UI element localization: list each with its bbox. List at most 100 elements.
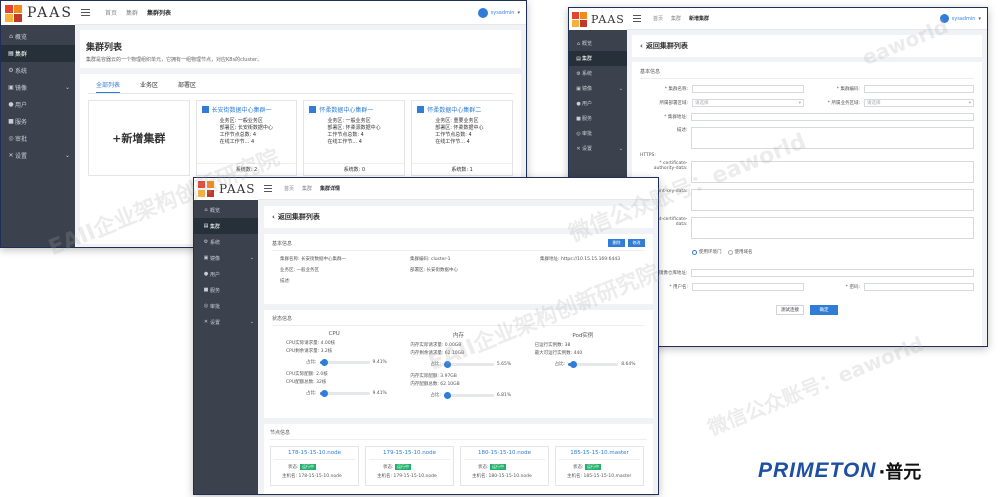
breadcrumb: 首页 集群 集群列表 (105, 8, 171, 17)
nav-item-approval[interactable]: ◎ 审批 (576, 130, 593, 138)
nav-item-cluster[interactable]: ▤ 集群 (194, 218, 258, 234)
nav-item-approval[interactable]: ◎ 审批 (203, 303, 221, 310)
back-link[interactable]: 返回集群列表 (277, 213, 320, 221)
breadcrumb-home[interactable]: 首页 (653, 16, 664, 22)
menu-toggle-icon[interactable] (633, 13, 641, 24)
node-card[interactable]: 180-15-15-10.node 状态: 运行中 主机名: 180-15-15… (460, 446, 549, 486)
radio-unchecked-icon (727, 249, 733, 255)
nav-item-image[interactable]: ▣ 镜像 ⌄ (8, 84, 70, 92)
node-name[interactable]: 179-15-15-10.node (369, 450, 450, 460)
test-connection-button[interactable]: 测试连接 (776, 305, 804, 315)
deploy-zone-select[interactable]: 请选择 ▾ (692, 99, 804, 107)
registry-address-input[interactable] (691, 269, 974, 277)
node-card[interactable]: 178-15-15-10.node 状态: 运行中 主机名: 178-15-15… (270, 446, 359, 486)
node-name[interactable]: 185-15-15-10.master (559, 450, 640, 460)
cluster-card[interactable]: 怀柔数据中心集群二 业务区: 重要业务区 部署区: 怀柔数据中心 工作节点总数:… (411, 100, 514, 176)
node-card[interactable]: 179-15-15-10.node 状态: 运行中 主机名: 179-15-15… (365, 446, 454, 486)
business-zone-select[interactable]: 请选择 ▾ (864, 99, 974, 107)
sidebar: PAAS ⌂ 概览 ▤ 集群 ⚙ 系统 ▣ 镜像 ⌄ ● 用户 ■ 服务 ◎ 审批 ✕ 设置 ⌄ (1, 1, 75, 247)
nav-item-system[interactable]: ⚙ 系统 (576, 70, 593, 78)
nav-item-user[interactable]: ● 用户 (576, 100, 593, 108)
breadcrumb-cluster[interactable]: 集群 (671, 16, 682, 22)
nav-item-user[interactable]: ● 用户 (8, 101, 28, 109)
nav-item-system[interactable]: ⚙ 系统 (203, 239, 221, 246)
new-cluster-card[interactable]: +新增集群 (88, 100, 190, 176)
confirm-button[interactable]: 确定 (810, 305, 838, 315)
system-icon: ⚙ (8, 67, 14, 74)
menu-toggle-icon[interactable] (264, 183, 272, 194)
breadcrumb-home[interactable]: 首页 (284, 186, 295, 192)
nav-item-image[interactable]: ▣ 镜像 ⌄ (576, 85, 623, 93)
nav-item-approval[interactable]: ◎ 审批 (8, 135, 28, 143)
radio-env-port[interactable]: 使用环境门 (692, 249, 722, 255)
breadcrumb-cluster[interactable]: 集群 (126, 10, 139, 17)
password-input[interactable] (864, 283, 974, 291)
cluster-icon (309, 106, 317, 113)
tab-deploy-zone[interactable]: 部署区 (178, 82, 197, 89)
node-name[interactable]: 178-15-15-10.node (274, 450, 355, 460)
memory-quota-progress (443, 391, 494, 399)
cluster-name[interactable]: 长安街数据中心集群一 (211, 107, 272, 114)
nav-item-service[interactable]: ■ 服务 (203, 287, 221, 294)
section-title: 基本信息 (640, 68, 974, 79)
approval-icon: ◎ (8, 135, 14, 142)
chevron-down-icon: ⌄ (249, 255, 254, 261)
chevron-down-icon: ▾ (798, 100, 801, 106)
tab-all[interactable]: 全部列表 (96, 80, 121, 93)
cpu-quota-progress (319, 389, 370, 397)
user-menu[interactable]: sysadmin ▾ (477, 7, 520, 18)
cluster-card[interactable]: 长安街数据中心集群一 业务区: 一般业务区 部署区: 长安街数据中心 工作节点总… (195, 100, 298, 176)
breadcrumb-home[interactable]: 首页 (105, 10, 118, 17)
cluster-code-input[interactable] (864, 85, 974, 93)
cluster-card[interactable]: 怀柔数据中心集群一 业务区: 一般业务区 部署区: 怀柔源数据中心 工作节点总数… (303, 100, 406, 176)
nav-item-service[interactable]: ■ 服务 (576, 115, 593, 123)
node-card[interactable]: 185-15-15-10.master 状态: 运行中 主机名: 185-15-… (555, 446, 644, 486)
username-input[interactable] (692, 283, 804, 291)
tab-business-zone[interactable]: 业务区 (140, 82, 159, 89)
system-icon: ⚙ (203, 239, 209, 245)
nav-item-image[interactable]: ▣ 镜像 ⌄ (203, 255, 254, 262)
radio-domain[interactable]: 使用域名 (727, 249, 753, 255)
new-cluster-button[interactable]: +新增集群 (112, 132, 166, 145)
chevron-down-icon: ⌄ (618, 85, 623, 92)
nav-item-user[interactable]: ● 用户 (203, 271, 221, 278)
description-textarea[interactable] (691, 127, 974, 149)
menu-toggle-icon[interactable] (81, 7, 90, 18)
nav-list: ⌂ 概览 ▤ 集群 ⚙ 系统 ▣ 镜像 ⌄ ● 用户 ■ 服务 ◎ 审批 ✕ 设置 ⌄ (1, 25, 75, 164)
user-icon: ● (576, 100, 581, 107)
edit-button[interactable]: 修改 (628, 239, 645, 247)
nav-item-settings[interactable]: ✕ 设置 ⌄ (203, 319, 254, 326)
nav-item-overview[interactable]: ⌂ 概览 (576, 40, 593, 48)
cluster-icon: ▤ (203, 223, 209, 229)
logo-text: PAAS (591, 12, 625, 26)
client-cert-textarea[interactable] (691, 217, 974, 239)
nav-item-cluster[interactable]: ▤ 集群 (569, 51, 627, 66)
nav-item-service[interactable]: ■ 服务 (8, 118, 28, 126)
cluster-name[interactable]: 怀柔数据中心集群一 (319, 107, 374, 114)
client-key-textarea[interactable] (691, 189, 974, 211)
back-arrow-icon[interactable]: ‹ (640, 42, 643, 50)
form-panel: 基本信息 * 集群名称: * 集群编码: 所属部署区域: 请选择 ▾ * 所属业务区… (632, 62, 982, 346)
user-name: sysadmin (951, 15, 976, 22)
cluster-address-input[interactable] (691, 113, 974, 121)
back-link[interactable]: 返回集群列表 (645, 42, 688, 50)
cpu-stats: CPU CPU实际请求量: 4.00核 CPU剩余请求量: 3.2核 占比: 9… (286, 331, 387, 397)
nav-item-overview[interactable]: ⌂ 概览 (1, 28, 75, 45)
breadcrumb-cluster[interactable]: 集群 (302, 186, 313, 192)
cluster-name[interactable]: 怀柔数据中心集群二 (427, 107, 482, 114)
user-menu[interactable]: sysadmin ▾ (939, 14, 981, 23)
cluster-name-input[interactable] (692, 85, 804, 93)
status-badge: 运行中 (489, 464, 506, 470)
back-arrow-icon[interactable]: ‹ (272, 213, 275, 221)
nav-item-system[interactable]: ⚙ 系统 (8, 67, 28, 75)
delete-button[interactable]: 删除 (608, 239, 625, 247)
node-name[interactable]: 180-15-15-10.node (464, 450, 545, 460)
nav-item-overview[interactable]: ⌂ 概览 (194, 202, 258, 218)
ca-data-textarea[interactable] (691, 161, 974, 183)
chevron-down-icon: ▾ (968, 100, 971, 106)
logo: PAAS (194, 178, 258, 200)
nav-item-settings[interactable]: ✕ 设置 ⌄ (576, 145, 623, 153)
nav-item-settings[interactable]: ✕ 设置 ⌄ (8, 152, 70, 160)
logo-icon (572, 11, 587, 27)
nav-item-cluster[interactable]: ▤ 集群 (1, 45, 75, 62)
